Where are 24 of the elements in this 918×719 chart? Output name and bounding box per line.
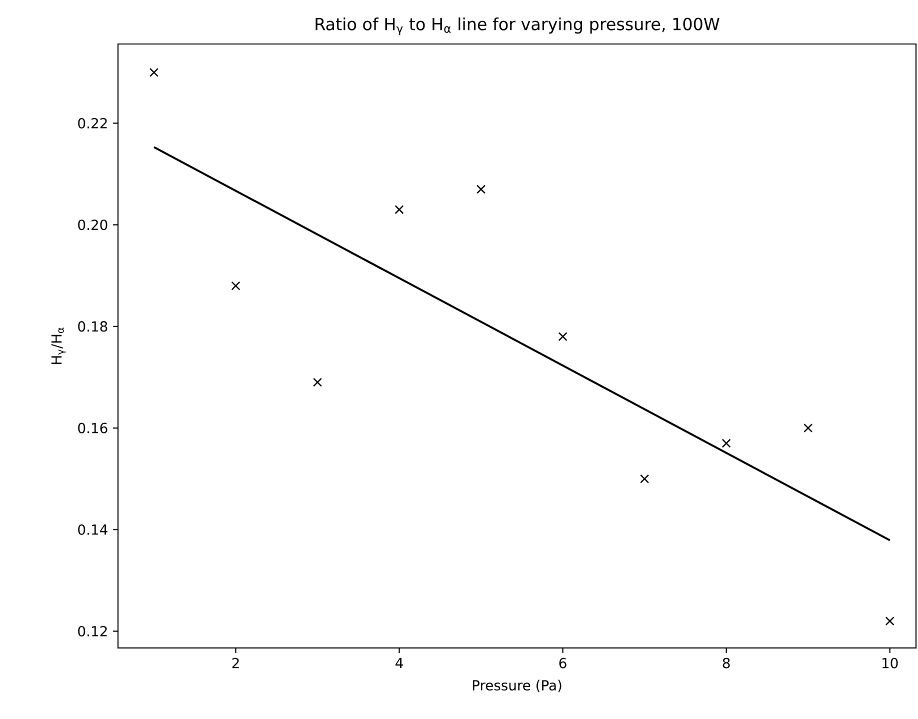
point (312, 378, 322, 387)
point (558, 332, 568, 342)
y-tick-label: 0.22 (78, 118, 107, 128)
x-tick-label: 10 (882, 658, 898, 668)
chart-title: Ratio of H$_{γ}$ to H$_{α}$ line for varying pressure, 100W (316, 17, 720, 36)
x-tick-label: 8 (722, 658, 730, 668)
point (885, 616, 894, 626)
y-tick-label: 0.14 (78, 524, 108, 535)
point (394, 205, 404, 214)
x-axis-title: Pressure (Pa) (472, 680, 562, 692)
point (804, 423, 813, 433)
x-tick-label: 2 (232, 658, 239, 668)
point (231, 281, 240, 290)
point (640, 474, 650, 484)
y-tick-label: 0.12 (78, 626, 107, 636)
x-tick-label: 4 (396, 658, 403, 668)
x-tick-label: 6 (559, 658, 566, 668)
point (149, 68, 159, 77)
point (722, 438, 731, 448)
y-axis-title: H$_{γ}$/H$_{α}$ (51, 328, 66, 364)
point (476, 184, 486, 194)
y-tick-label: 0.20 (78, 220, 108, 230)
y-tick-label: 0.18 (78, 321, 108, 332)
y-tick-label: 0.16 (78, 422, 108, 434)
